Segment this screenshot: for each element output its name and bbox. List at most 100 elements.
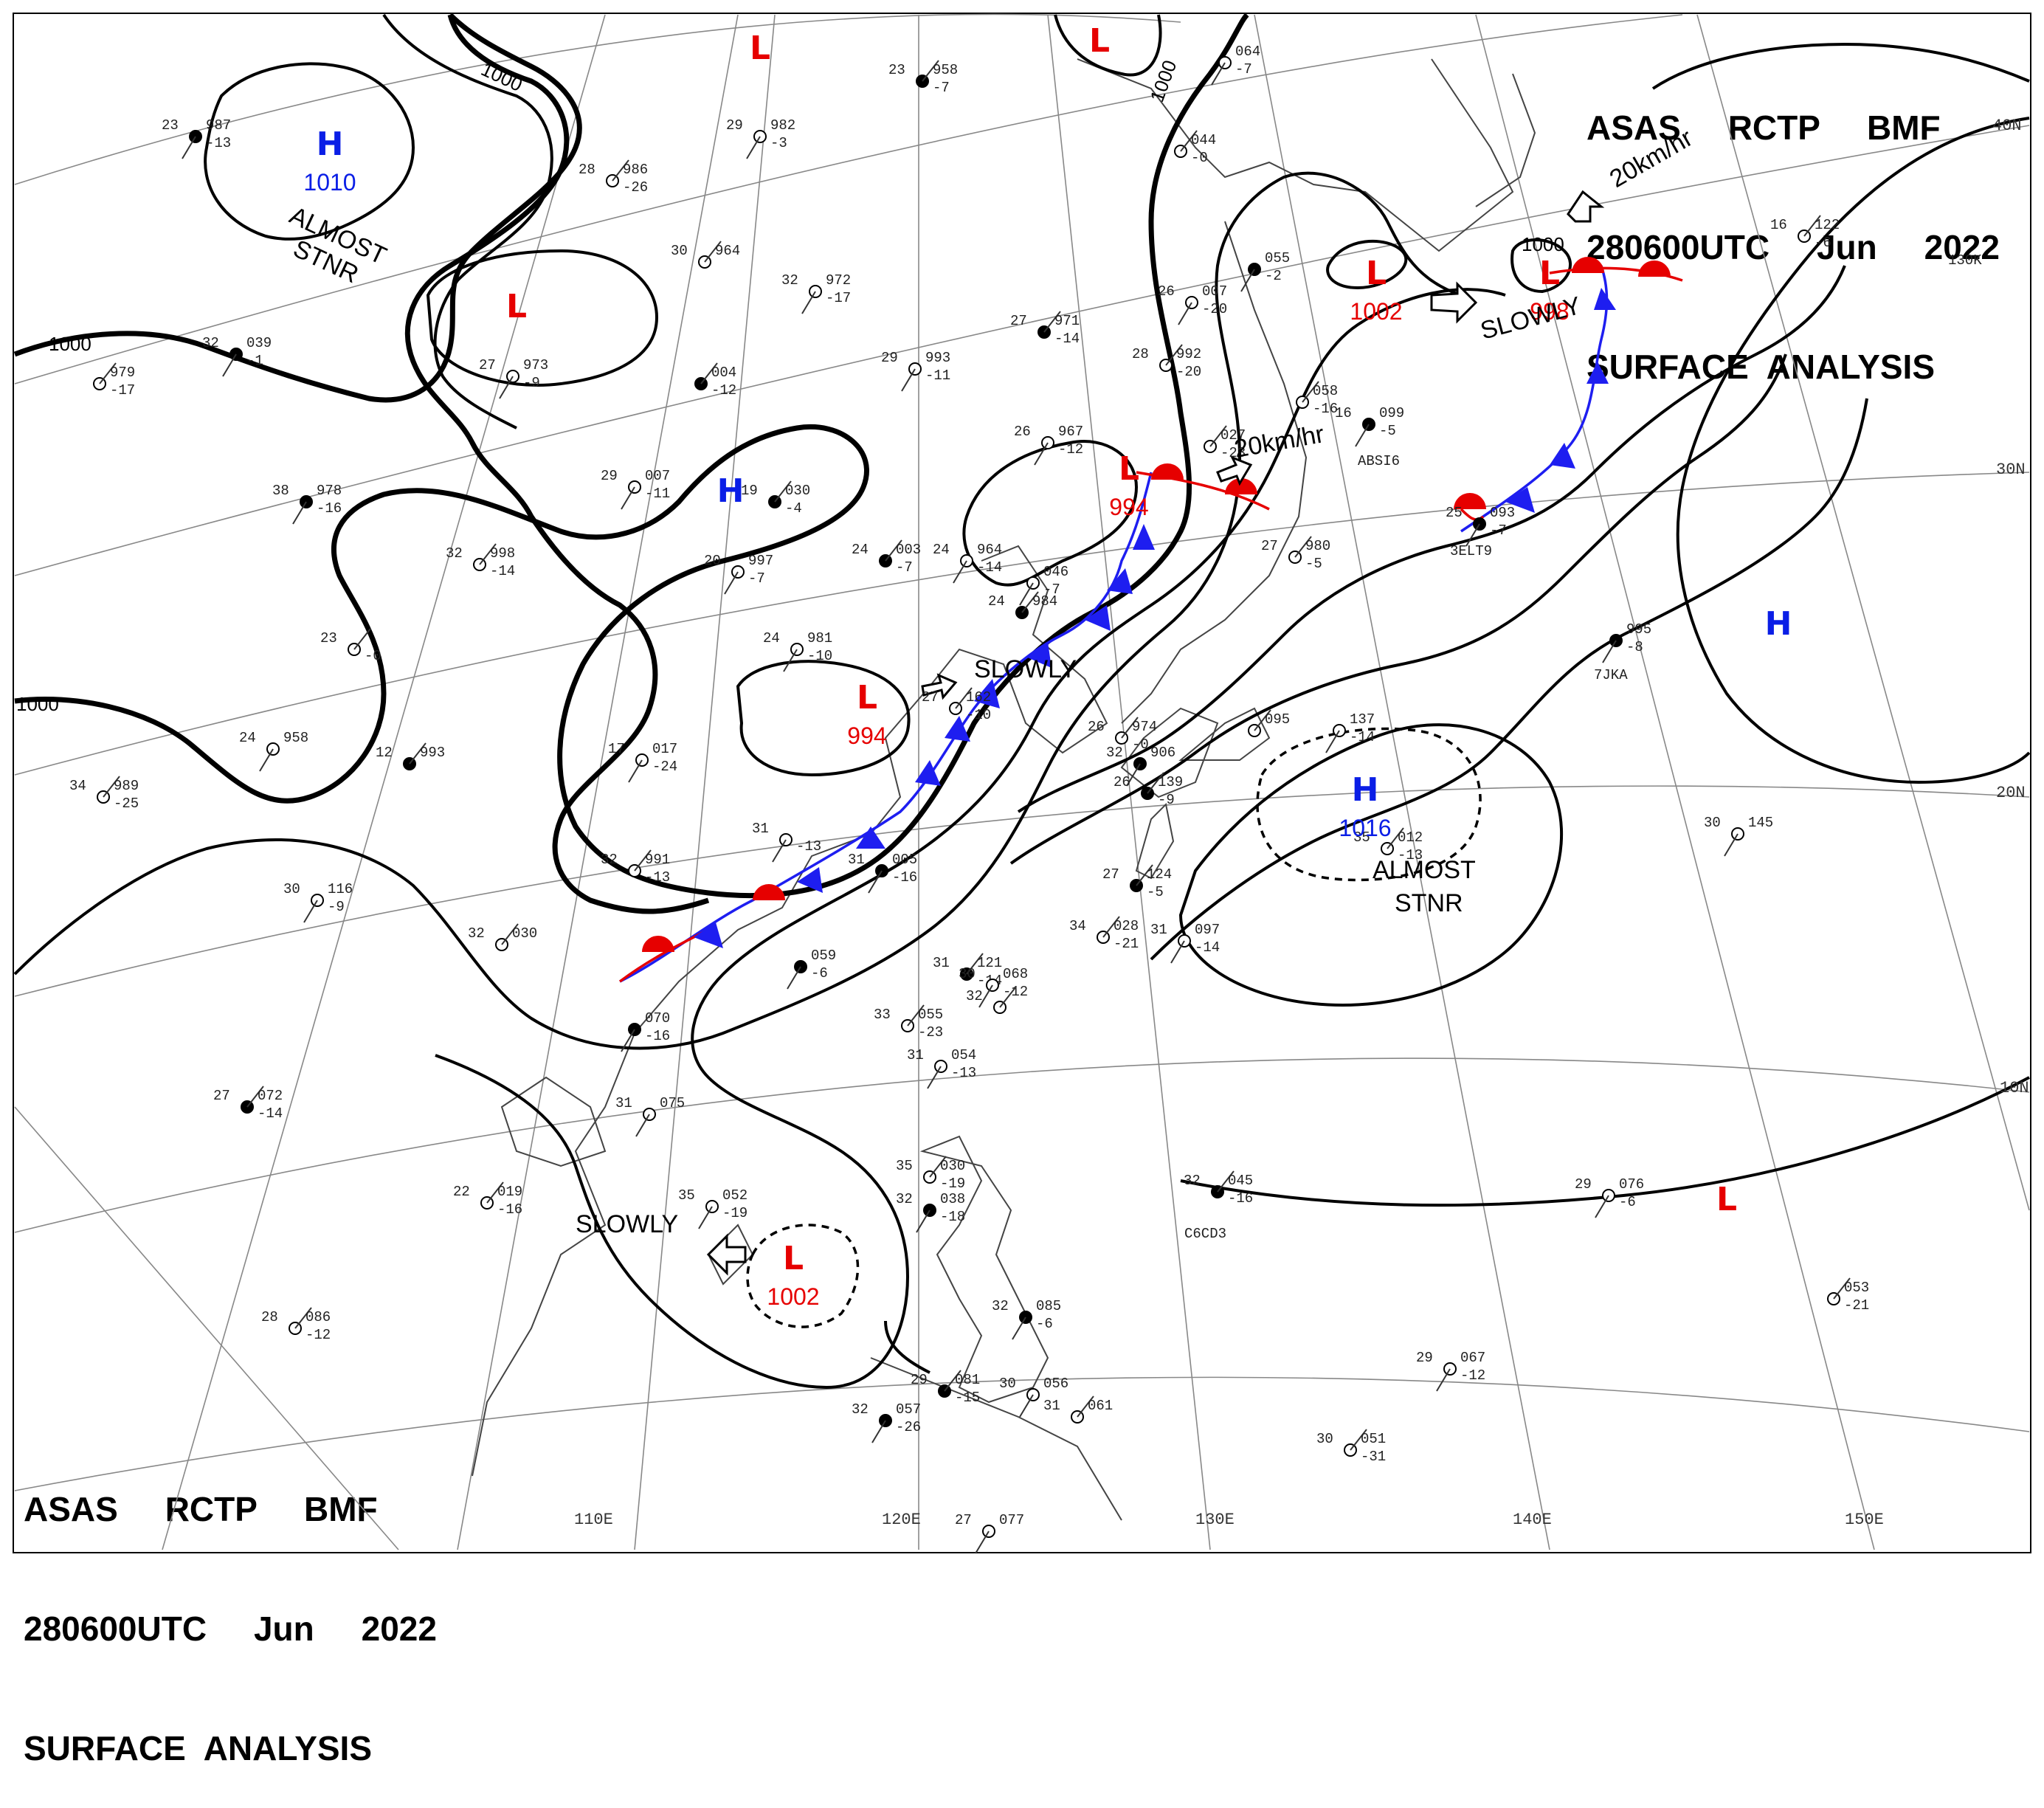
low-pressure-symbol: L [1089, 22, 1110, 60]
station-temperature: 32 [446, 545, 463, 562]
station-tendency: -13 [206, 135, 231, 151]
station-pressure: 012 [1398, 829, 1423, 846]
wind-barb-icon [634, 849, 652, 872]
station-temperature: 22 [453, 1184, 470, 1200]
station-pressure: 971 [1054, 313, 1080, 329]
station-plot: 31 075 [615, 1095, 685, 1137]
station-tendency: -31 [1361, 1449, 1386, 1465]
station-pressure: 003 [896, 542, 921, 558]
wind-barb-icon [1724, 833, 1739, 857]
arrow-icon [921, 673, 958, 700]
station-plot: 27 162 -10 [922, 687, 991, 723]
station-plot: 055-2 [1240, 250, 1290, 292]
station-tendency: -17 [826, 290, 851, 306]
station-pressure: 121 [977, 955, 1002, 971]
wind-barb-icon [1209, 425, 1227, 447]
central-pressure: 1016 [1339, 815, 1391, 841]
station-temperature: 29 [1575, 1176, 1592, 1193]
header-line-2: 280600UTC Jun 2022 [1586, 228, 2000, 266]
station-temperature: 35 [896, 1158, 913, 1174]
station-temperature: 26 [1014, 424, 1031, 440]
ship-id: 7JKA [1594, 667, 1628, 683]
station-plot: 29 081 -15 [911, 1370, 980, 1406]
station-plot: 30 145 [1704, 815, 1773, 857]
station-tendency: -10 [807, 648, 832, 664]
station-temperature: 27 [922, 689, 939, 705]
wind-barb-icon [955, 687, 973, 709]
wind-barb-icon [621, 1029, 635, 1052]
station-plot: 17 017 -24 [608, 741, 677, 783]
station-temperature: 23 [888, 62, 905, 78]
station-tendency: -16 [1228, 1190, 1253, 1207]
station-pressure: 086 [305, 1309, 331, 1325]
station-temperature: 28 [261, 1309, 278, 1325]
lon-label: 120E [882, 1511, 921, 1529]
station-plot: 26 139 -9 [1114, 772, 1183, 808]
lat-label: 40N [1992, 117, 2022, 135]
wind-barb-icon [783, 649, 798, 672]
wind-barb-icon [621, 486, 635, 510]
station-tendency: -9 [1158, 792, 1175, 808]
station-temperature: 29 [1416, 1350, 1433, 1366]
station-temperature: 28 [579, 162, 595, 178]
grid-labels: 110E 120E 130E 140E 150E 40N 30N 20N 10N [574, 117, 2029, 1529]
station-plot: 24 964-14 [933, 542, 1002, 584]
station-plot: 32 039 -1 [202, 335, 272, 377]
wind-barb-icon [1121, 717, 1139, 739]
high-pressure-symbol: H [317, 125, 344, 163]
station-plot: 27 072-14 [213, 1086, 283, 1122]
station-tendency: -12 [1003, 984, 1028, 1000]
high-pressure-symbol: H [1352, 771, 1379, 809]
wind-barb-icon [1325, 730, 1340, 753]
station-pressure: 007 [1202, 283, 1227, 300]
station-pressure: 989 [114, 778, 139, 794]
station-plot: 38 978-16 [272, 483, 342, 525]
station-tendency: -13 [796, 838, 821, 855]
arrow-icon [706, 1233, 747, 1276]
wind-barb-icon [1355, 424, 1370, 447]
header-line-3: SURFACE ANALYSIS [24, 1729, 373, 1767]
station-plot: 31 061 [1043, 1395, 1113, 1424]
station-tendency: -7 [896, 559, 913, 576]
station-tendency: -6 [1815, 235, 1831, 251]
annotation-almost: ALMOST [1373, 856, 1476, 884]
wind-barb-icon [1294, 536, 1312, 558]
station-tendency: -13 [951, 1065, 976, 1081]
station-temperature: 24 [933, 542, 950, 558]
station-tendency: -23 [918, 1024, 943, 1041]
station-pressure: 070 [645, 1010, 670, 1027]
station-temperature: 35 [678, 1187, 695, 1204]
header-line-2: 280600UTC Jun 2022 [24, 1609, 437, 1648]
station-pressure: 054 [951, 1047, 976, 1063]
wind-barb-icon [635, 1114, 650, 1137]
station-tendency: -17 [110, 382, 135, 398]
station-temperature: 31 [1043, 1398, 1060, 1414]
station-tendency: -15 [955, 1390, 980, 1406]
ship-id: 130K [1948, 252, 1982, 269]
station-pressure: 085 [1036, 1298, 1061, 1314]
wind-barb-icon [704, 241, 722, 263]
station-temperature: 32 [1184, 1173, 1201, 1189]
ship-id: ABSI6 [1358, 453, 1400, 469]
station-pressure: 045 [1228, 1173, 1253, 1189]
lat-label: 10N [2000, 1079, 2029, 1097]
wind-barb-icon [1254, 709, 1271, 731]
station-tendency: -1 [246, 353, 263, 369]
station-plot: 053-21 [1827, 1277, 1869, 1314]
station-plot: 32 085 -6 [992, 1298, 1061, 1340]
pressure-centers: H 1010 H H 1016 H L L L L 994 L 994 L 1002 L 998 L 1002 L [303, 22, 1792, 1310]
station-tendency: -8 [1626, 639, 1643, 655]
station-plot: 32 030 [468, 923, 537, 951]
station-tendency: -11 [645, 486, 670, 502]
wind-barb-icon [1387, 827, 1404, 849]
station-tendency: -7 [1235, 61, 1252, 77]
station-tendency: -16 [892, 869, 917, 886]
isobar-label: 1000 [1522, 233, 1564, 255]
station-plot: 12 993 [376, 742, 445, 770]
station-plot: 24 984 [988, 591, 1057, 619]
central-pressure: 1010 [303, 169, 356, 196]
wind-barb-icon [1178, 302, 1192, 325]
wind-barb-icon [978, 984, 993, 1008]
station-tendency: -6 [811, 965, 828, 981]
station-temperature: 30 [1316, 1431, 1333, 1447]
